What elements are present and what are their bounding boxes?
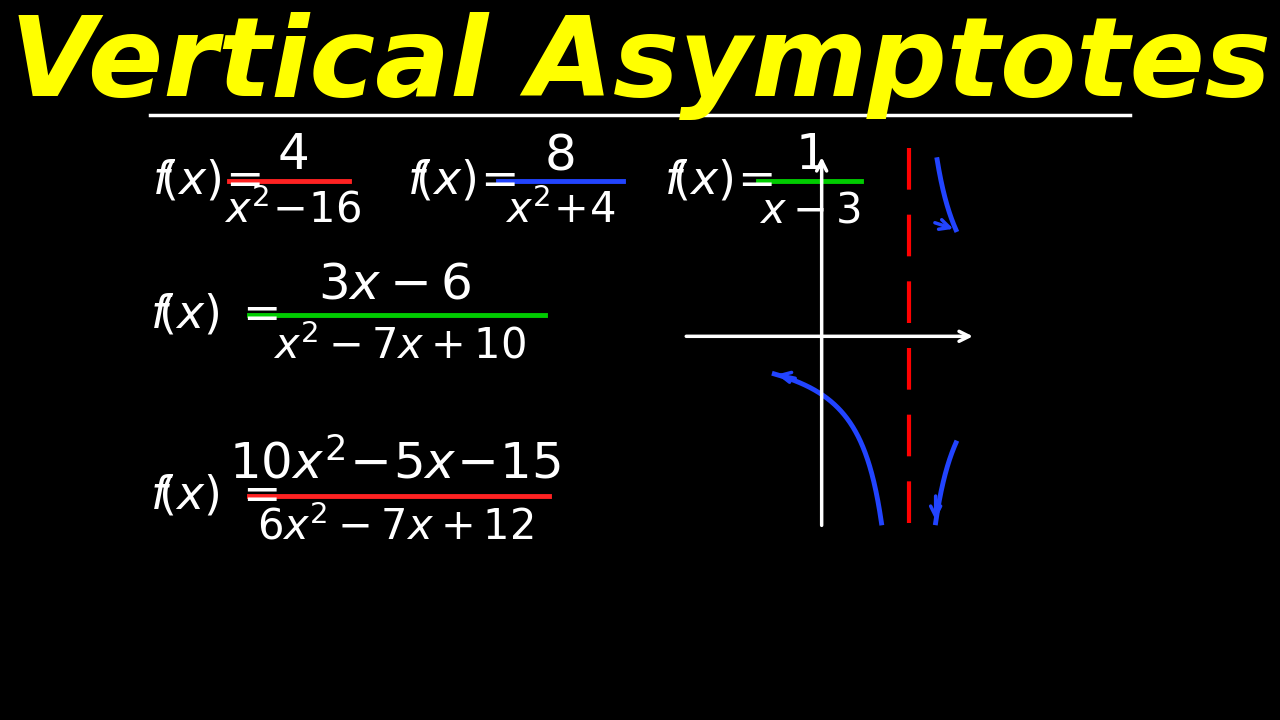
Text: $f\!(x)\!=\!$: $f\!(x)\!=\!$ bbox=[152, 158, 261, 204]
Text: $6x^2 - 7x + 12$: $6x^2 - 7x + 12$ bbox=[257, 506, 534, 549]
Text: $f\!(x)\;=$: $f\!(x)\;=$ bbox=[150, 292, 279, 337]
Text: $1$: $1$ bbox=[795, 130, 824, 180]
Text: $f\!(x)\!=\!$: $f\!(x)\!=\!$ bbox=[664, 158, 772, 204]
Text: $x^2\!-\!16$: $x^2\!-\!16$ bbox=[224, 189, 361, 232]
Text: $8$: $8$ bbox=[544, 130, 575, 180]
Text: $x - 3$: $x - 3$ bbox=[759, 189, 861, 231]
Text: $x^2\!+\!4$: $x^2\!+\!4$ bbox=[506, 189, 617, 232]
Text: $3x - 6$: $3x - 6$ bbox=[319, 261, 472, 310]
Text: $10x^2\!-\!5x\!-\!15$: $10x^2\!-\!5x\!-\!15$ bbox=[229, 439, 561, 489]
Text: $x^2 - 7x + 10$: $x^2 - 7x + 10$ bbox=[273, 325, 526, 367]
Text: $f\!(x)\!=\!$: $f\!(x)\!=\!$ bbox=[407, 158, 516, 204]
Text: $4$: $4$ bbox=[276, 130, 308, 180]
Text: $f\!(x)\;=$: $f\!(x)\;=$ bbox=[150, 473, 279, 518]
Text: Vertical Asymptotes: Vertical Asymptotes bbox=[9, 12, 1271, 120]
